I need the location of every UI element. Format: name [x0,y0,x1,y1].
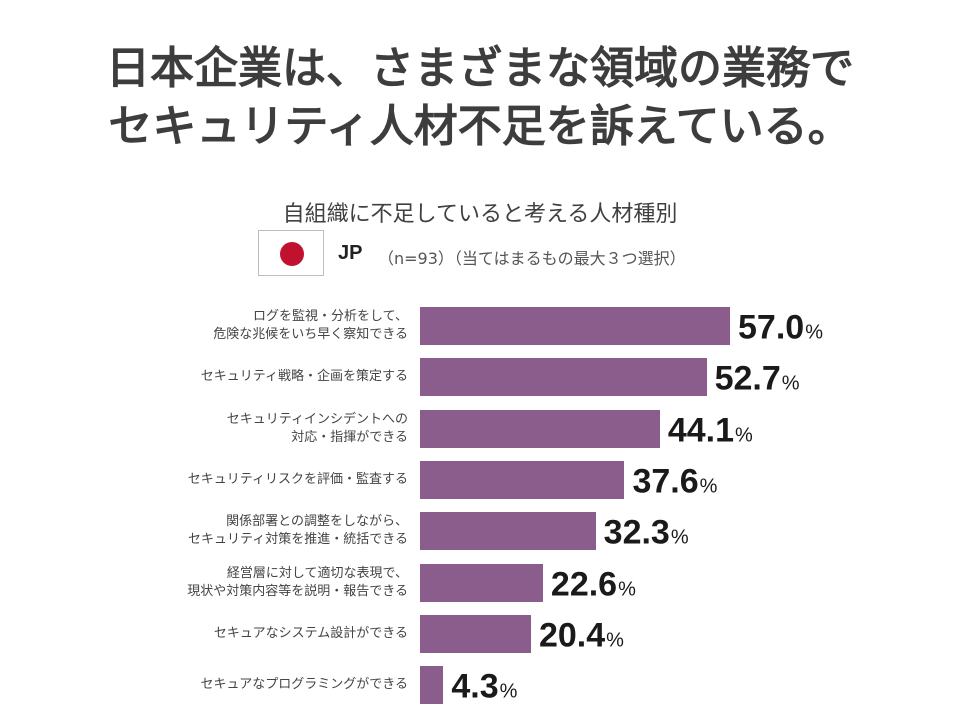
value-number: 4.3 [451,667,499,706]
category-label: セキュアなシステム設計ができる [78,625,408,643]
bar [420,563,543,602]
value-unit: % [670,526,689,549]
value-label: 32.3% [604,514,689,553]
sample-note: （n=93）（当てはまるもの最大３つ選択） [378,249,686,268]
bar [420,512,596,551]
chart-title: 自組織に不足していると考える人材種別 [282,202,678,227]
bar [420,614,531,653]
category-label-line: 現状や対策内容等を説明・報告できる [187,583,408,599]
value-unit: % [499,680,518,703]
value-unit: % [805,321,823,344]
value-number: 52.7 [714,359,781,398]
value-label: 20.4% [539,616,624,655]
category-label-line: 危険な兆候をいち早く察知できる [213,327,408,342]
value-label: 22.6% [551,565,636,604]
value-label: 44.1% [668,411,753,450]
category-label-line: 対応・指揮ができる [291,429,408,445]
japan-flag-icon [258,230,324,276]
value-number: 57.0 [738,308,805,347]
category-label-line: 関係部署との調整をしながら、 [226,514,408,530]
category-label: セキュリティ戦略・企画を策定する [78,368,408,386]
bar [420,409,660,448]
category-label: ログを監視・分析をして、危険な兆候をいち早く察知できる [78,308,408,344]
value-label: 37.6% [632,462,717,501]
value-unit: % [781,372,800,395]
bar [420,307,730,345]
value-unit: % [699,475,718,498]
value-number: 22.6 [550,565,618,603]
category-label-line: セキュアなシステム設計ができる [213,625,408,641]
page-title: 日本企業は、さまざまな領域の業務で セキュリティ人材不足を訴えている。 [0,40,960,156]
value-number: 32.3 [603,513,670,552]
category-label: セキュアなプログラミングができる [78,676,408,694]
bar [420,666,444,705]
bar [420,358,707,397]
value-label: 57.0% [738,309,823,348]
category-label: セキュリティインシデントへの対応・指揮ができる [78,411,408,447]
value-label: 4.3% [451,668,517,707]
category-label-line: セキュアなプログラミングができる [200,677,408,693]
category-label: セキュリティリスクを評価・監査する [78,471,408,489]
value-unit: % [735,424,753,447]
category-label-line: セキュリティ戦略・企画を策定する [200,369,408,385]
category-label-line: セキュリティリスクを評価・監査する [187,471,408,487]
country-label: JP [338,242,363,264]
category-label-line: セキュリティインシデントへの [226,411,408,427]
value-number: 44.1 [667,411,735,450]
value-number: 20.4 [538,616,606,655]
value-number: 37.6 [632,462,699,501]
category-label-line: ログを監視・分析をして、 [253,309,408,324]
value-unit: % [606,629,624,652]
value-unit: % [618,578,636,600]
title-line-2: セキュリティ人材不足を訴えている。 [108,101,852,152]
category-label-line: 経営層に対して適切な表現で、 [226,565,408,581]
flag-sun [280,242,304,266]
category-label-line: セキュリティ対策を推進・統括できる [188,532,408,548]
category-label: 関係部署との調整をしながら、セキュリティ対策を推進・統括できる [78,513,408,549]
title-line-1: 日本企業は、さまざまな領域の業務で [106,43,854,94]
bar [420,460,625,499]
category-label: 経営層に対して適切な表現で、現状や対策内容等を説明・報告できる [78,565,408,601]
value-label: 52.7% [715,360,800,399]
